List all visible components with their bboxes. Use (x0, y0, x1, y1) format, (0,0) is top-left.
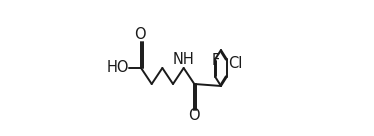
Text: HO: HO (107, 61, 129, 75)
Text: O: O (135, 27, 146, 42)
Text: NH: NH (173, 52, 194, 67)
Text: Cl: Cl (228, 55, 242, 70)
Text: F: F (212, 53, 220, 68)
Text: O: O (188, 109, 199, 123)
